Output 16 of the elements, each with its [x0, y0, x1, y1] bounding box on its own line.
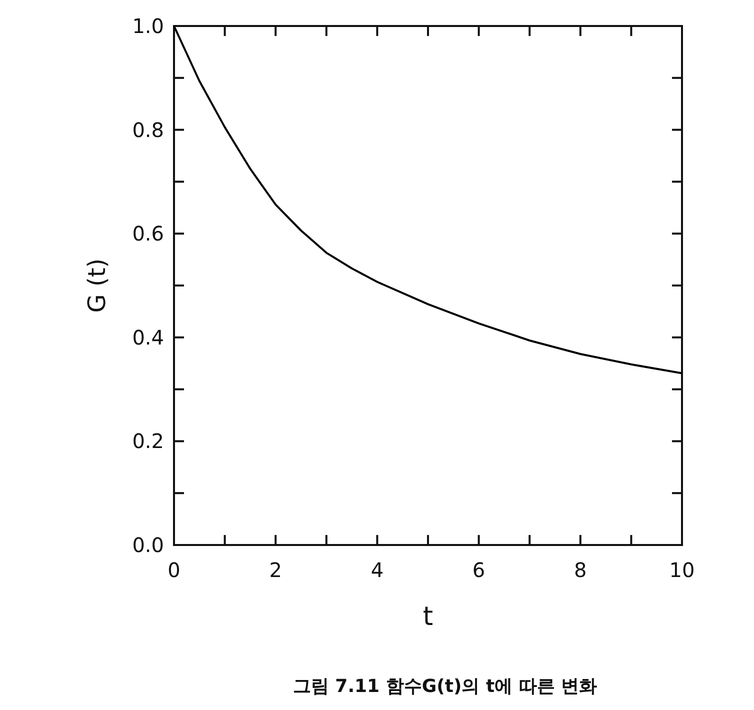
x-tick-label: 2 [269, 558, 282, 582]
x-tick-label: 6 [472, 558, 486, 582]
x-tick-label: 10 [669, 558, 695, 582]
x-tick-label: 0 [168, 558, 180, 582]
y-tick-label: 0.8 [132, 118, 164, 142]
y-tick-label: 0.6 [132, 222, 164, 246]
x-tick-label: 8 [574, 558, 587, 582]
y-tick-label: 0.0 [132, 533, 164, 557]
y-tick-label: 0.2 [132, 429, 164, 454]
caption: 그림 7.11 함수G(t)의 t에 따른 변화 [292, 676, 598, 697]
y-tick-label: 0.4 [132, 325, 164, 350]
x-axis-title: t [422, 602, 434, 632]
y-axis-title: G (t) [83, 258, 111, 313]
y-tick-label: 1.0 [132, 14, 164, 38]
x-tick-label: 4 [370, 558, 384, 582]
line-series [173, 25, 683, 374]
